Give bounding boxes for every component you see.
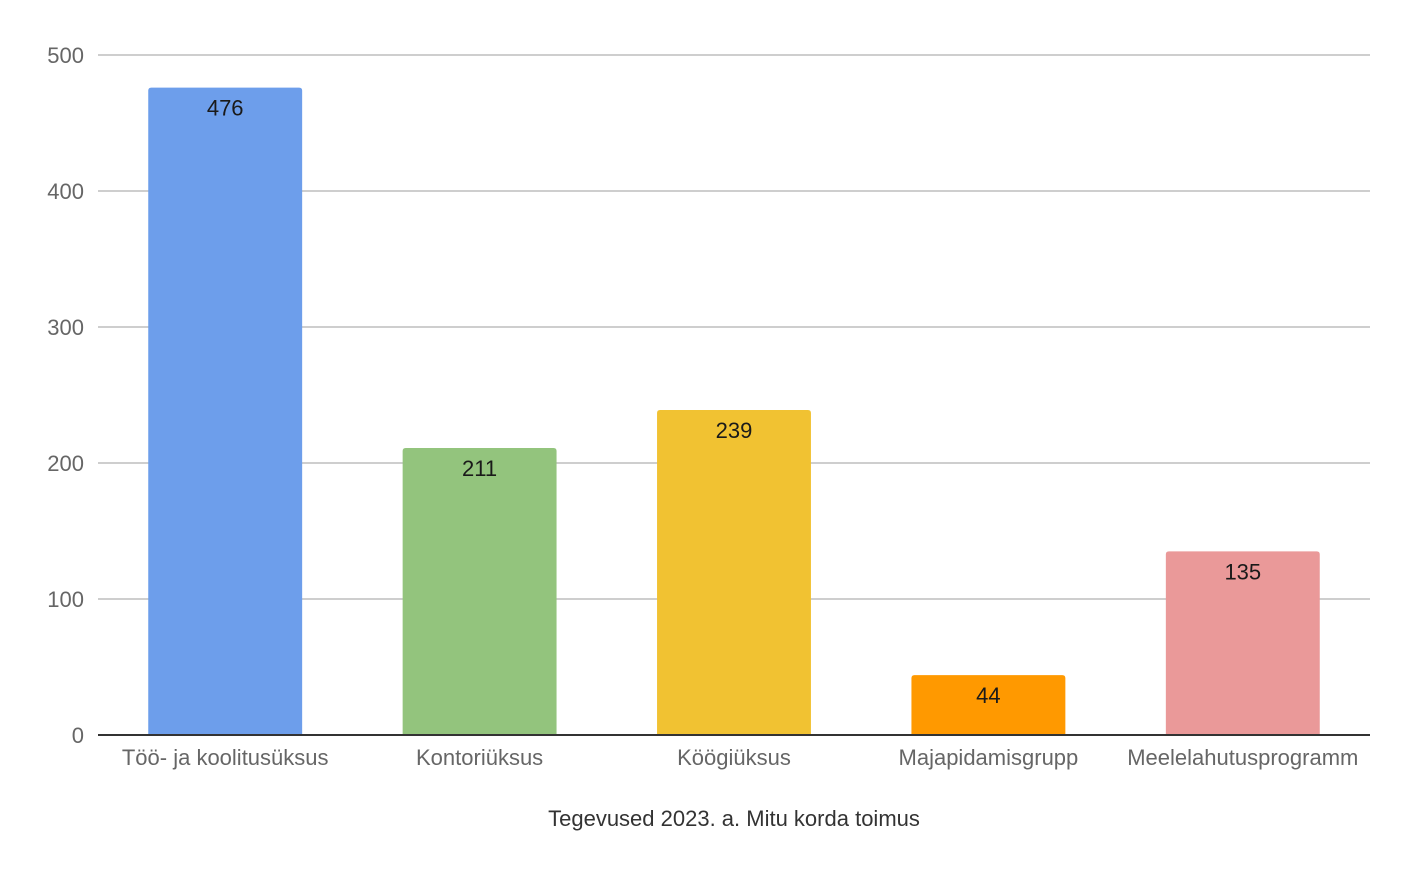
data-label: 44 <box>976 683 1000 708</box>
y-tick-label: 100 <box>47 587 84 612</box>
y-tick-label: 200 <box>47 451 84 476</box>
data-label: 239 <box>716 418 753 443</box>
x-category-label: Köögiüksus <box>677 745 791 770</box>
data-labels: 476 211 239 44 135 <box>207 96 1261 709</box>
x-axis-title: Tegevused 2023. a. Mitu korda toimus <box>548 806 920 831</box>
data-label: 211 <box>462 456 497 481</box>
gridlines <box>98 54 1370 600</box>
data-label: 135 <box>1224 559 1261 584</box>
bar <box>911 675 1066 735</box>
x-category-label: Majapidamisgrupp <box>899 745 1079 770</box>
bar <box>148 87 303 735</box>
y-tick-label: 300 <box>47 315 84 340</box>
x-category-label: Kontoriüksus <box>416 745 543 770</box>
bars <box>148 87 1320 735</box>
y-tick-label: 400 <box>47 179 84 204</box>
bar <box>1165 551 1320 735</box>
bar <box>657 409 811 735</box>
axes: 0 100 200 300 400 500 Töö- ja koolitusüksus Kon… <box>47 43 1370 770</box>
x-category-label: Meelelahutusprogramm <box>1127 745 1358 770</box>
data-label: 476 <box>207 96 244 121</box>
x-category-label: Töö- ja koolitusüksus <box>122 745 329 770</box>
y-tick-label: 0 <box>72 723 84 748</box>
y-tick-label: 500 <box>47 43 84 68</box>
bar <box>402 448 557 735</box>
